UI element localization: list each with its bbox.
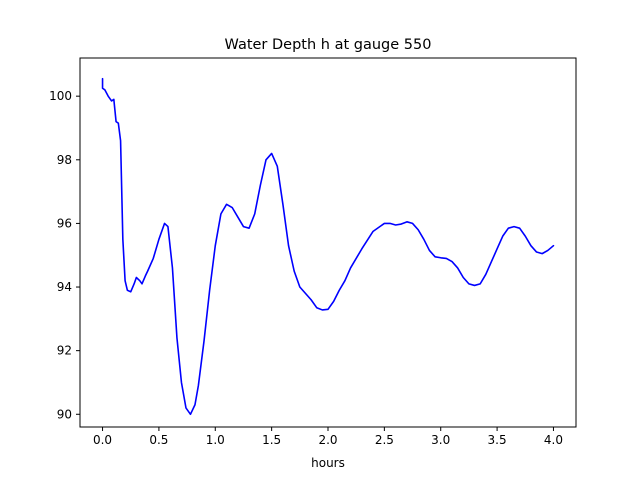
y-tick-label: 98	[57, 153, 72, 167]
chart-title: Water Depth h at gauge 550	[225, 37, 432, 53]
y-tick-label: 92	[57, 344, 72, 358]
x-tick-label: 2.5	[375, 433, 394, 447]
y-tick-label: 94	[57, 280, 72, 294]
x-tick-label: 3.0	[431, 433, 450, 447]
axes-frame	[79, 57, 577, 428]
x-tick-label: 2.0	[318, 433, 337, 447]
x-tick-label: 0.0	[93, 433, 112, 447]
x-tick-label: 3.5	[488, 433, 507, 447]
plot-area	[101, 77, 555, 416]
y-axis: 90 92 94 96 98 100	[49, 89, 80, 421]
x-tick-label: 4.0	[544, 433, 563, 447]
x-tick-label: 0.5	[149, 433, 168, 447]
x-tick-label: 1.0	[206, 433, 225, 447]
series-line	[101, 77, 555, 416]
x-tick-label: 1.5	[262, 433, 281, 447]
x-axis: 0.0 0.5 1.0 1.5 2.0 2.5 3.0 3.5 4.0	[93, 427, 563, 447]
y-tick-label: 100	[49, 89, 72, 103]
y-tick-label: 90	[57, 407, 72, 421]
x-axis-label: hours	[311, 456, 345, 470]
y-tick-label: 96	[57, 216, 72, 230]
